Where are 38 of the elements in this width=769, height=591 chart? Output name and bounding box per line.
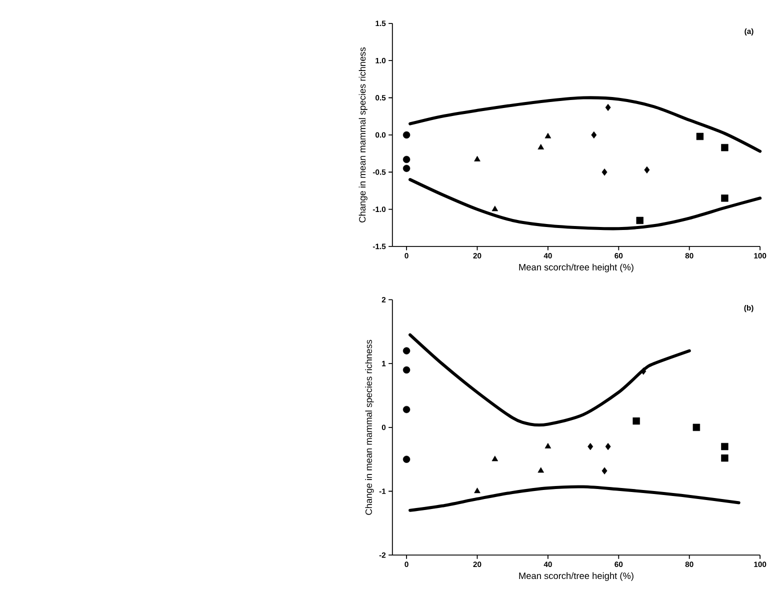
point xyxy=(402,346,410,354)
point xyxy=(492,205,498,211)
point xyxy=(636,216,644,224)
point xyxy=(588,442,594,450)
line-series xyxy=(408,178,762,230)
point xyxy=(474,487,480,493)
point xyxy=(605,104,611,111)
point xyxy=(492,455,498,461)
point xyxy=(696,132,704,140)
y-axis-title: Change in mean mammal species richness xyxy=(365,340,374,515)
point xyxy=(721,454,728,462)
point xyxy=(602,168,608,176)
point xyxy=(644,166,650,174)
point xyxy=(402,164,410,172)
y-axis-title: Change in mean mammal species richness xyxy=(358,47,368,222)
x-axis-title: Mean scorch/tree height (%) xyxy=(519,263,634,272)
point xyxy=(591,131,597,138)
point xyxy=(402,131,410,138)
line-series xyxy=(408,484,740,512)
point xyxy=(402,406,410,413)
point xyxy=(632,417,640,424)
line-series xyxy=(408,96,762,153)
x-axis-title: Mean scorch/tree height (%) xyxy=(519,572,634,581)
point xyxy=(402,156,410,163)
point xyxy=(402,455,410,463)
point xyxy=(402,366,410,374)
point xyxy=(538,144,544,150)
point xyxy=(605,442,611,450)
point xyxy=(538,466,544,472)
point xyxy=(474,156,480,162)
point xyxy=(544,442,552,448)
point xyxy=(721,144,728,151)
point xyxy=(721,194,728,202)
point xyxy=(692,424,700,431)
line-series xyxy=(408,333,691,426)
point xyxy=(602,466,608,474)
point xyxy=(544,132,552,138)
point xyxy=(721,442,728,450)
